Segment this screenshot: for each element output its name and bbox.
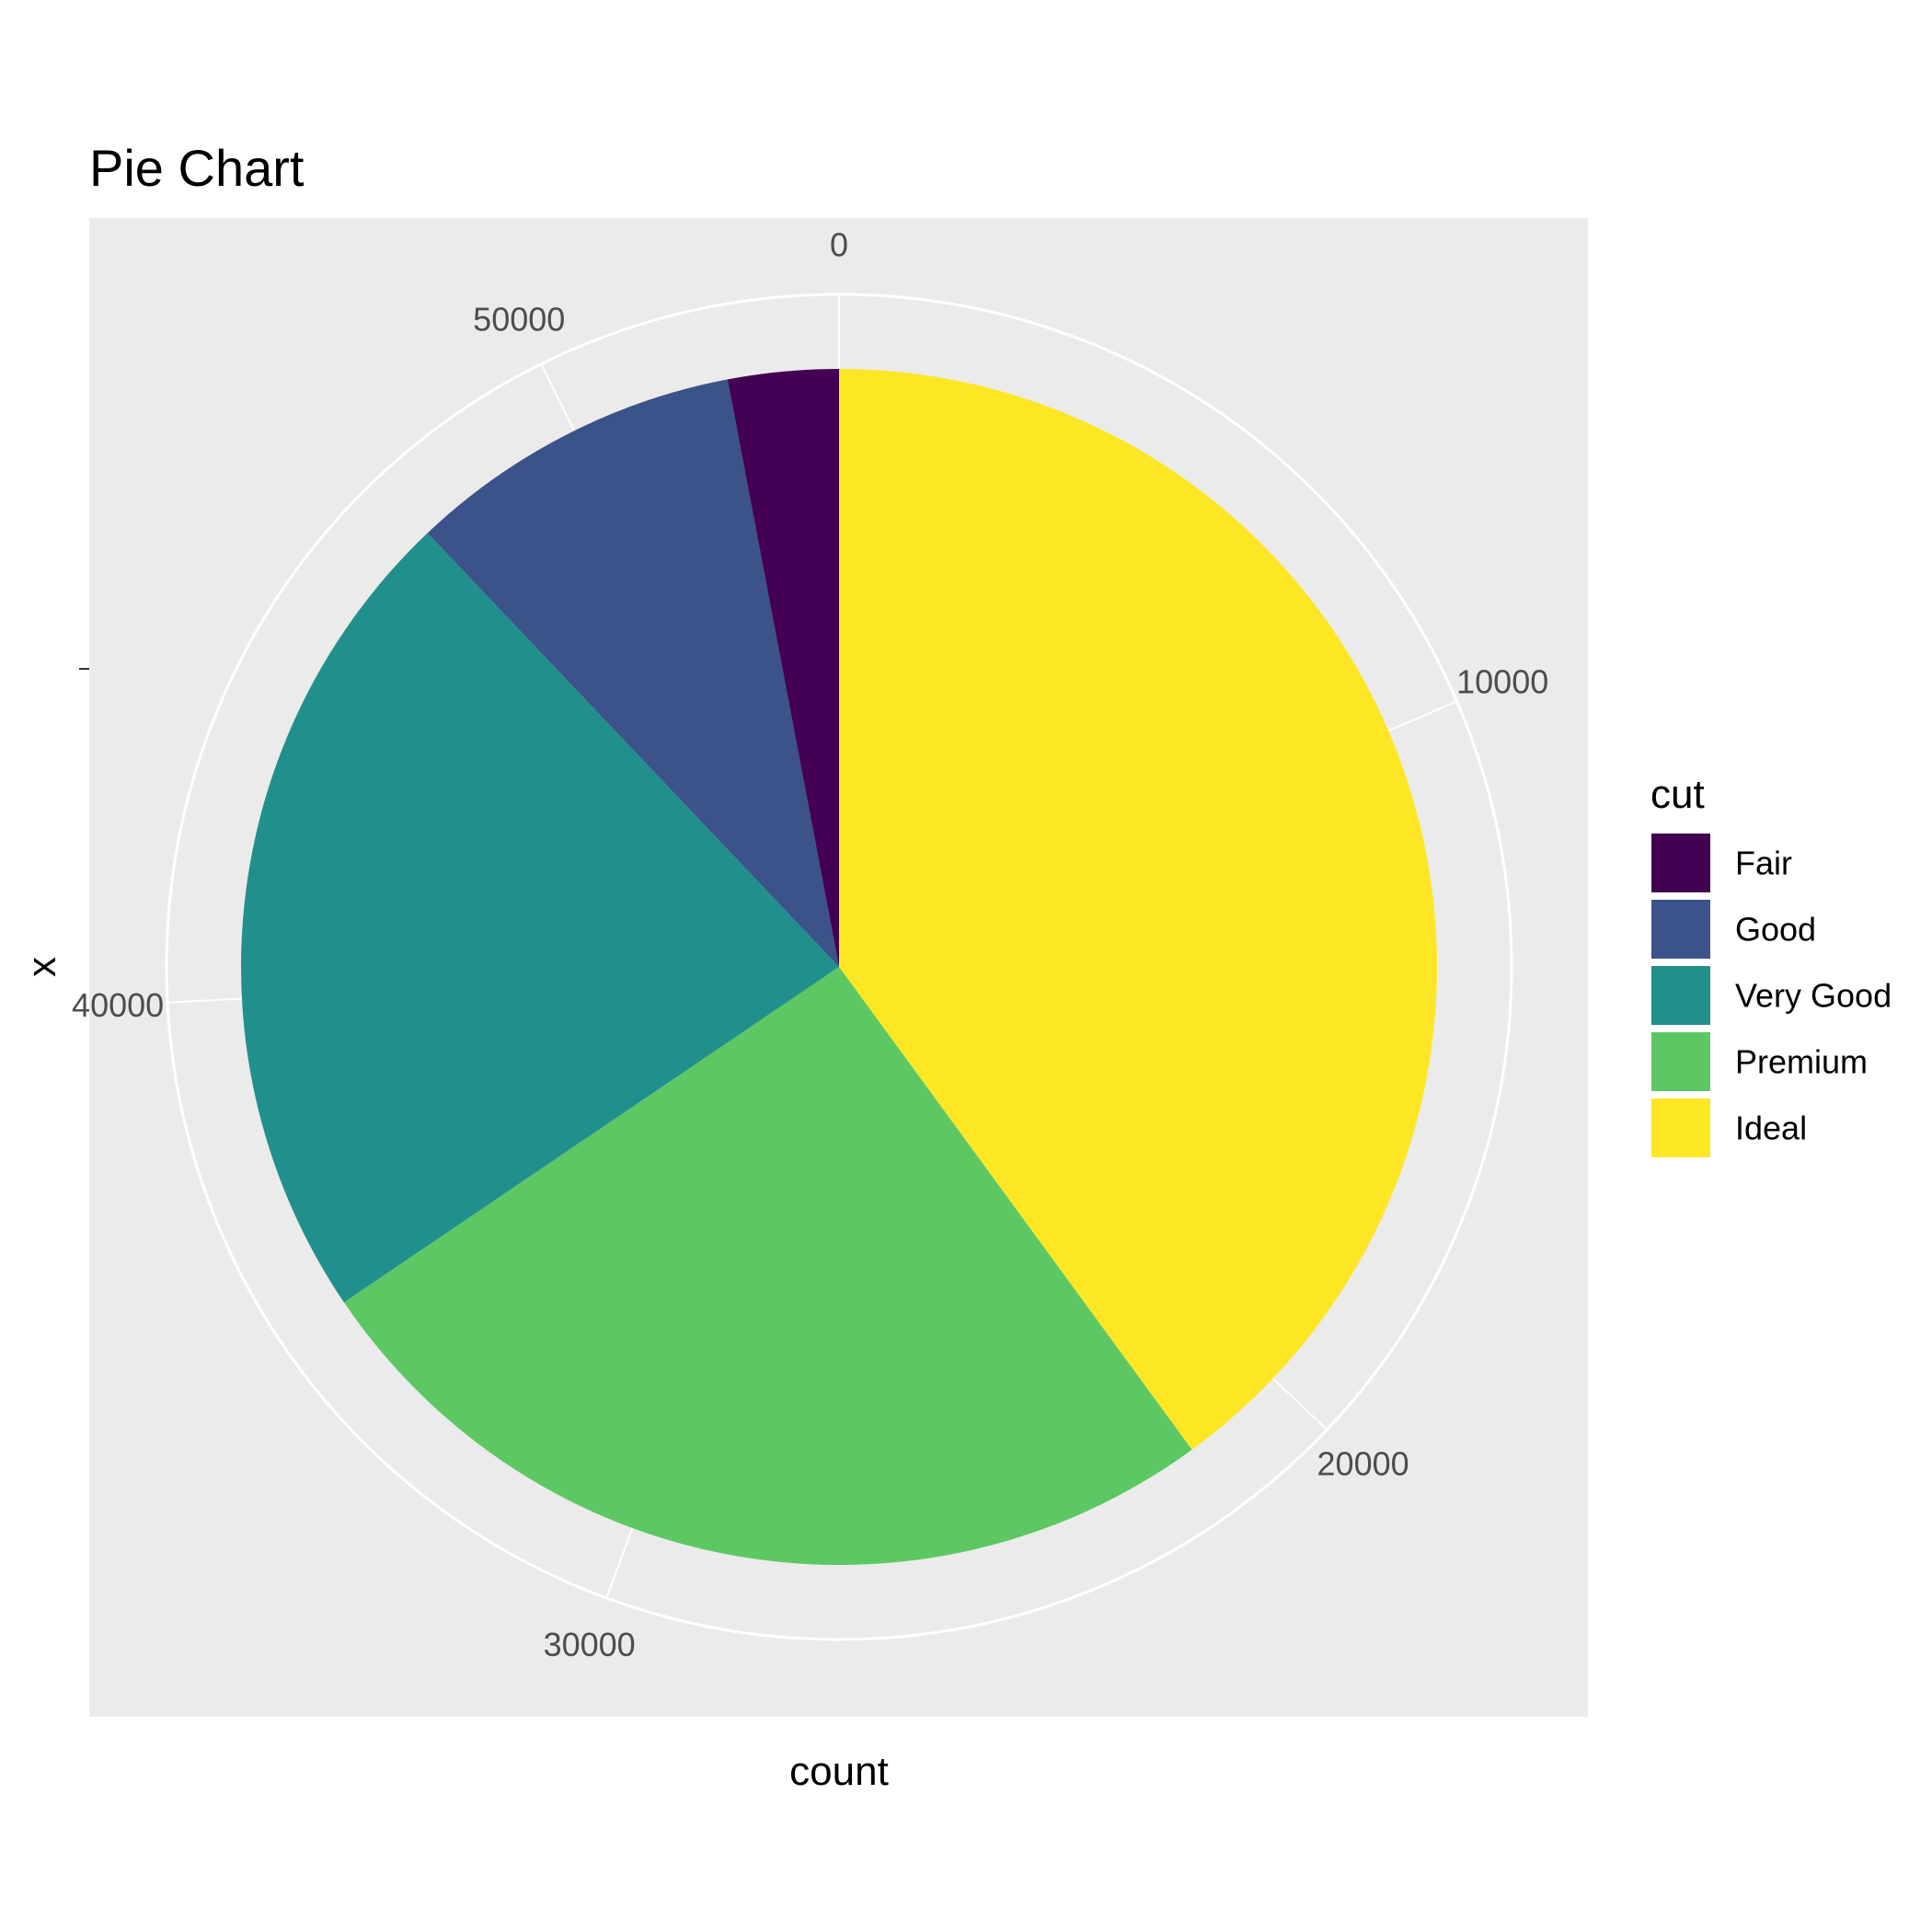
legend-label-good: Good (1735, 911, 1816, 949)
legend-key-good (1650, 898, 1712, 960)
pie-slice-premium (343, 967, 1192, 1565)
pie-slice-ideal (839, 369, 1438, 1450)
pie-slice-very-good (241, 533, 839, 1303)
legend-label-very-good: Very Good (1735, 977, 1892, 1015)
legend-title: cut (1650, 772, 1705, 817)
legend-key-fair (1650, 832, 1712, 894)
theta-tick-label-0: 0 (830, 226, 848, 264)
theta-tick-label-50000: 50000 (473, 301, 565, 339)
pie-slice-good (427, 379, 839, 968)
legend-key-very-good (1650, 964, 1712, 1027)
x-axis-title: count (789, 1749, 889, 1794)
chart-title: Pie Chart (89, 139, 305, 197)
theta-tick-labels: 0 10000 20000 30000 40000 50000 (72, 226, 1548, 1664)
legend: cut Fair Good Very Good Premium Ideal (1650, 772, 1892, 1159)
theta-tick-label-40000: 40000 (72, 986, 164, 1024)
legend-label-fair: Fair (1735, 845, 1792, 882)
legend-label-ideal: Ideal (1735, 1110, 1807, 1147)
theta-tick-label-10000: 10000 (1456, 663, 1548, 701)
pie-slice-fair (727, 369, 839, 967)
theta-tick-label-30000: 30000 (544, 1626, 636, 1663)
legend-label-premium: Premium (1735, 1043, 1868, 1081)
theta-tick-label-20000: 20000 (1317, 1445, 1409, 1483)
pie-slices (241, 369, 1438, 1565)
legend-key-premium (1650, 1030, 1712, 1093)
legend-key-ideal (1650, 1097, 1712, 1159)
y-axis-title: x (19, 957, 64, 977)
